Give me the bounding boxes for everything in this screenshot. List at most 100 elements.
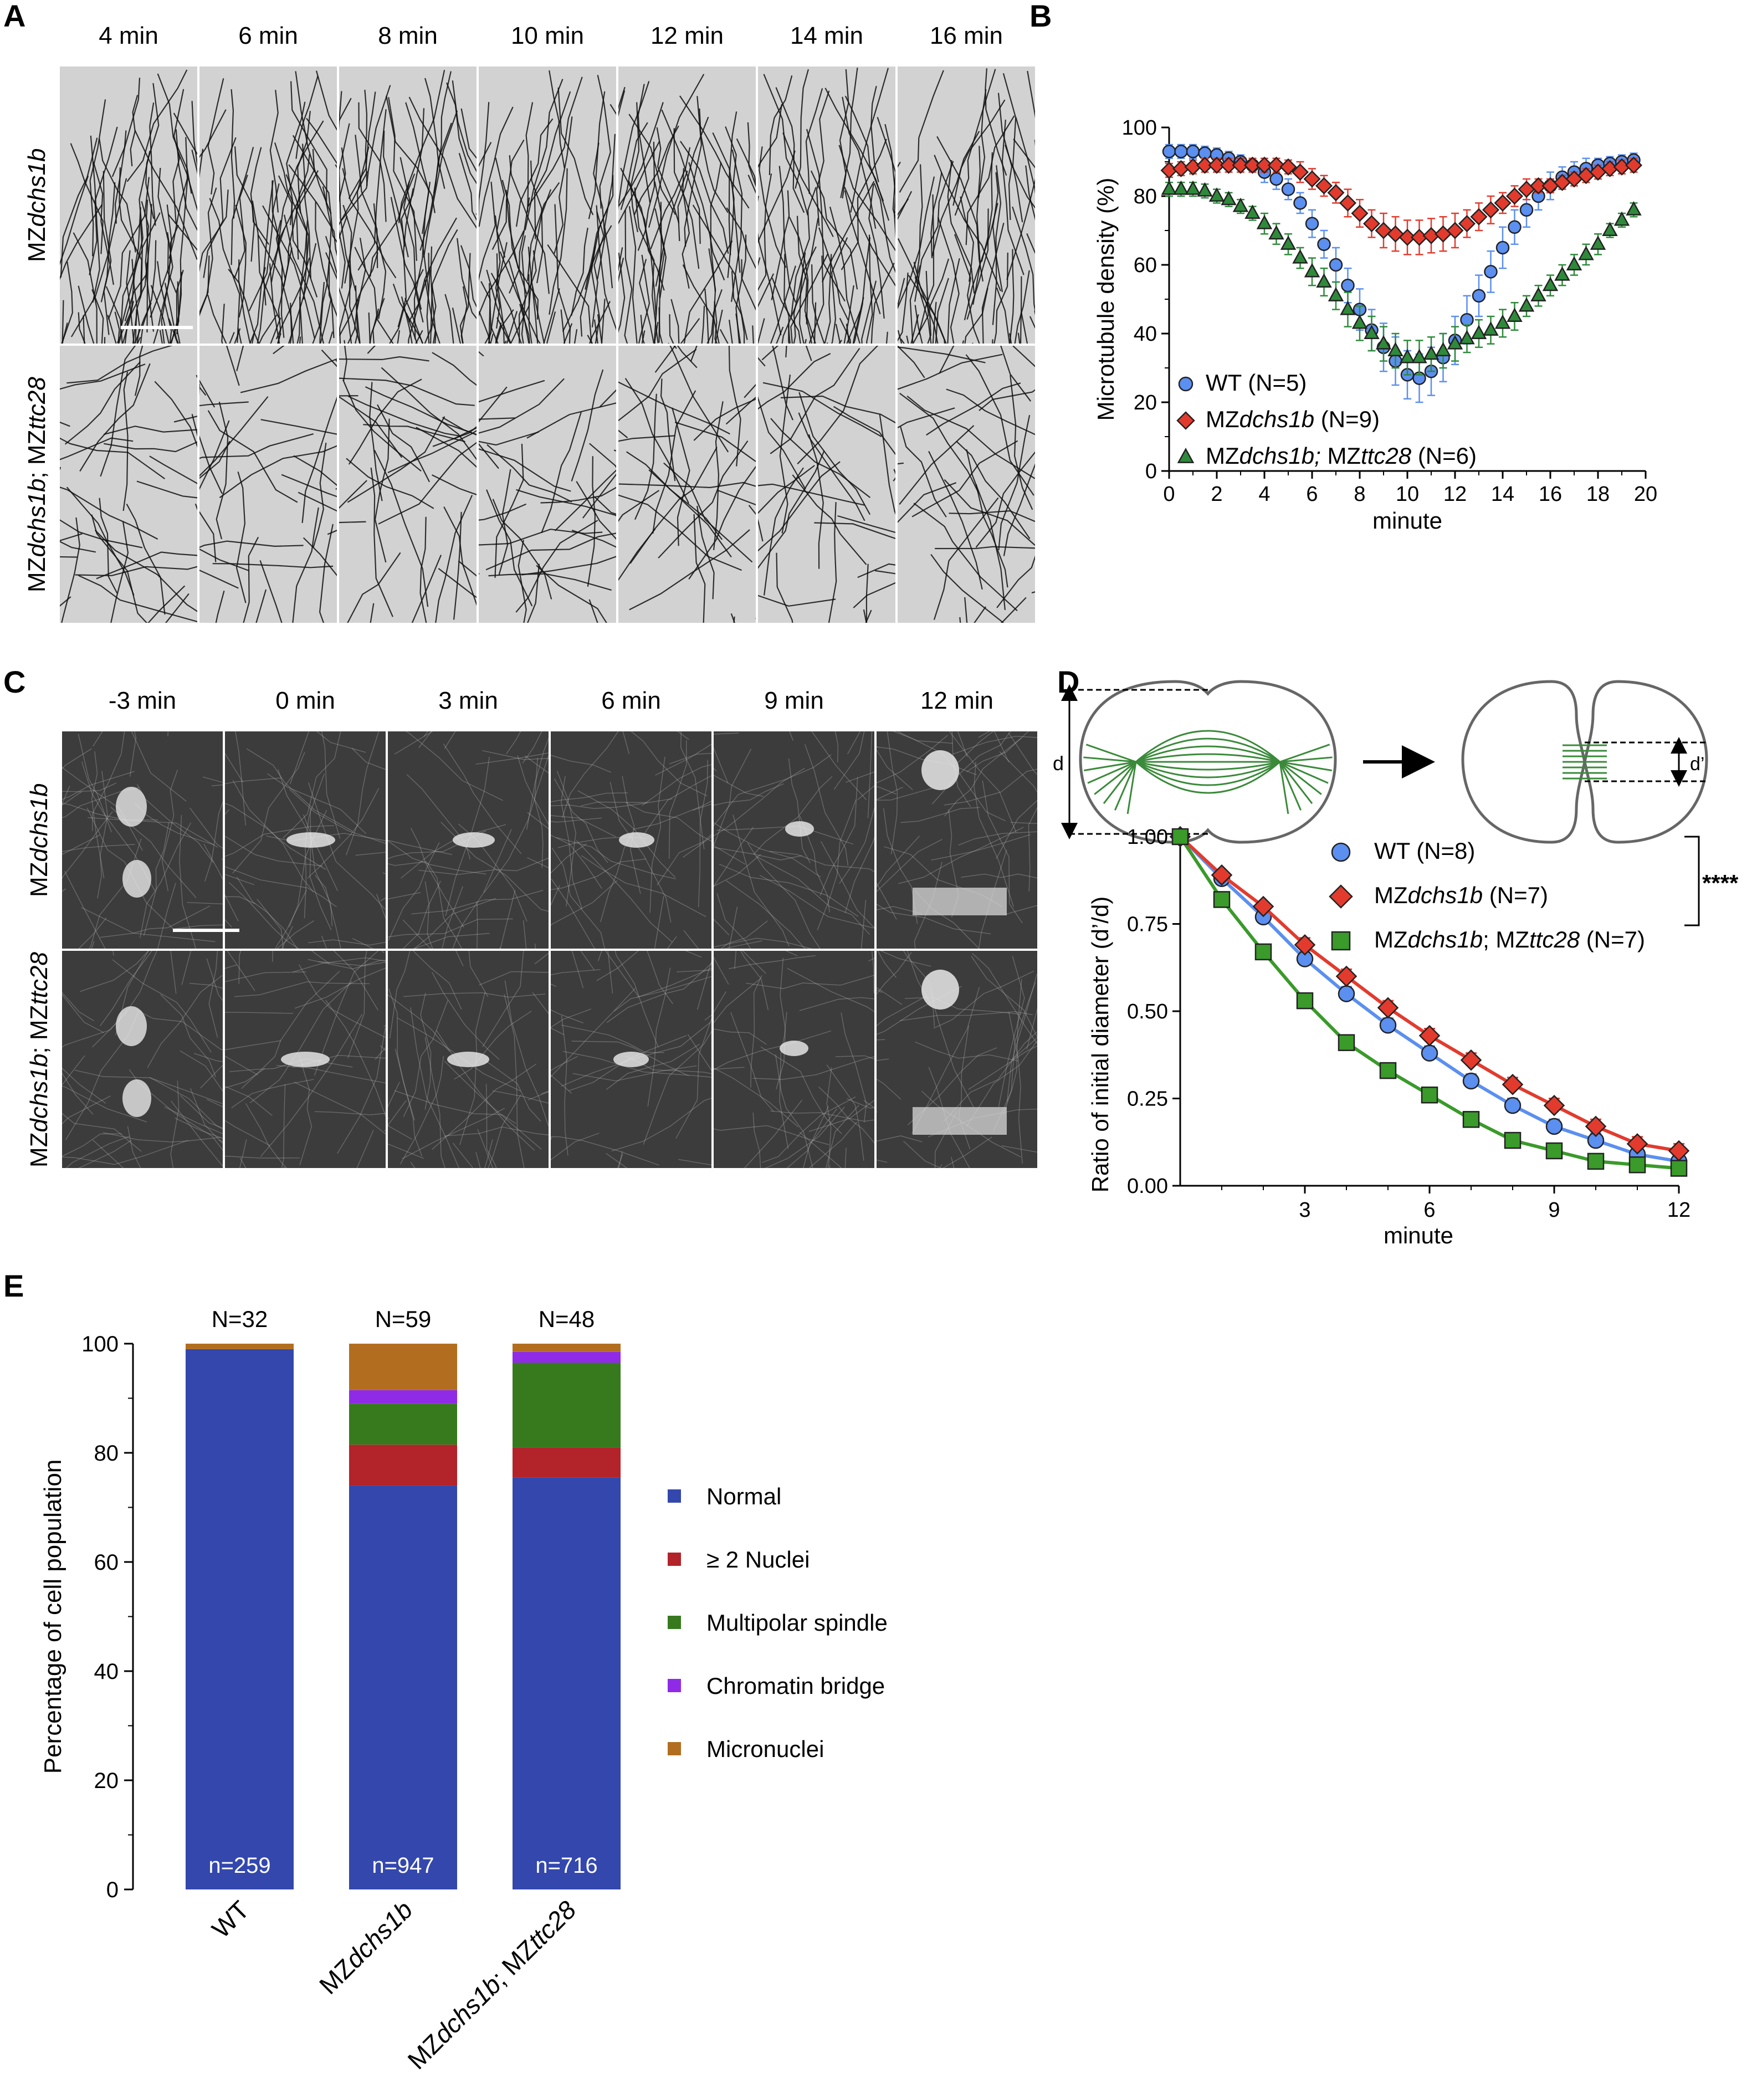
data-point xyxy=(1291,163,1309,181)
x-tick-label: MZdchs1b xyxy=(314,1895,418,2000)
chromosome-blob xyxy=(921,750,959,790)
significance-bracket xyxy=(1684,836,1700,926)
x-tick-label: 9 xyxy=(1548,1198,1560,1222)
series-0 xyxy=(1171,828,1688,1170)
data-point xyxy=(1293,196,1307,210)
micrograph-tile xyxy=(62,731,223,949)
aster-fiber xyxy=(1114,761,1137,811)
micrograph-tile xyxy=(60,346,197,623)
aster-fiber xyxy=(1084,761,1136,771)
bar-segment xyxy=(349,1344,457,1390)
data-point xyxy=(1519,203,1534,217)
aster-fiber xyxy=(1094,761,1136,795)
bar-segment xyxy=(349,1486,457,1889)
y-tick-label: 0.50 xyxy=(1127,1000,1168,1023)
x-axis-label: minute xyxy=(1384,1222,1453,1248)
micrograph-tile xyxy=(551,731,711,949)
micrograph-tile xyxy=(479,66,616,344)
x-tick-label: 8 xyxy=(1354,483,1365,506)
aster-fiber xyxy=(1279,761,1313,805)
label-d-prime: d’ xyxy=(1690,754,1704,775)
x-tick-label: 20 xyxy=(1634,483,1657,506)
data-point xyxy=(1471,325,1487,340)
time-label: 3 min xyxy=(438,687,498,714)
row-label-genotype: MZdchs1b xyxy=(25,783,53,897)
data-point xyxy=(1252,895,1274,918)
data-point xyxy=(1529,177,1548,194)
data-point xyxy=(1421,1086,1438,1104)
x-tick-label: 3 xyxy=(1299,1198,1310,1222)
data-point xyxy=(1545,1118,1563,1135)
aster-fiber xyxy=(1085,744,1136,763)
data-point xyxy=(1508,220,1522,234)
data-point xyxy=(1186,145,1200,158)
x-tick-label: MZdchs1b; MZttc28 xyxy=(402,1895,581,2075)
data-point xyxy=(1208,156,1226,174)
bar-segment xyxy=(513,1344,621,1352)
chromosome-blob xyxy=(619,832,654,848)
data-point xyxy=(1518,297,1535,312)
data-point xyxy=(1502,1074,1524,1095)
data-point xyxy=(1625,156,1643,174)
data-point xyxy=(1256,156,1273,174)
x-tick-label: 6 xyxy=(1423,1198,1435,1222)
micrograph-tile xyxy=(551,951,711,1168)
chromosome-blob xyxy=(281,1052,330,1067)
data-point xyxy=(1423,345,1440,360)
bar-segment xyxy=(186,1344,294,1349)
data-point xyxy=(1460,313,1474,327)
data-point xyxy=(1292,249,1308,264)
y-tick-label: 60 xyxy=(1134,254,1157,277)
x-tick-label: 0 xyxy=(1163,483,1175,506)
legend-label: WT (N=8) xyxy=(1374,838,1475,864)
data-point xyxy=(1279,158,1297,176)
micrograph-tile xyxy=(388,951,549,1168)
y-tick-label: 100 xyxy=(81,1332,119,1356)
data-point xyxy=(1460,1049,1482,1071)
chromosome-blob xyxy=(785,821,814,837)
cell-outline xyxy=(1079,680,1337,844)
legend-swatch xyxy=(668,1489,681,1503)
data-point xyxy=(1256,214,1273,229)
x-tick-label: 4 xyxy=(1258,483,1270,506)
data-point xyxy=(1315,177,1333,194)
chromosome-blob xyxy=(122,860,151,898)
data-point xyxy=(1338,1034,1355,1051)
legend-label: Chromatin bridge xyxy=(706,1673,885,1699)
bar-count-label: n=259 xyxy=(208,1853,270,1878)
micrograph-grid xyxy=(62,731,1037,1168)
spindle-fiber xyxy=(1135,761,1280,771)
micrograph-tile xyxy=(714,951,874,1168)
data-point xyxy=(1340,300,1356,315)
data-point xyxy=(1458,215,1476,233)
y-tick-label: 40 xyxy=(94,1659,119,1684)
data-point xyxy=(1244,204,1261,219)
y-tick-label: 40 xyxy=(1134,322,1157,346)
panel-letter-a: A xyxy=(3,0,26,33)
bar-top-label: N=59 xyxy=(375,1306,432,1332)
bar-count-label: n=716 xyxy=(535,1853,597,1878)
x-tick-label: 2 xyxy=(1211,483,1222,506)
chromosome-blob xyxy=(116,787,147,827)
legend-label: ≥ 2 Nuclei xyxy=(706,1546,810,1573)
chromosome-blob xyxy=(122,1079,151,1117)
micrograph-tile xyxy=(758,346,895,623)
data-point xyxy=(1435,342,1451,357)
legend-label: WT (N=5) xyxy=(1206,370,1307,396)
aster-fiber xyxy=(1126,761,1137,815)
legend-label: Multipolar spindle xyxy=(706,1610,888,1636)
micrograph-tile xyxy=(339,346,477,623)
series-2 xyxy=(1171,828,1688,1177)
data-point xyxy=(1399,349,1416,363)
aster-fiber xyxy=(1279,761,1322,795)
data-point xyxy=(1243,156,1262,174)
data-point xyxy=(1379,1016,1397,1034)
time-label: -3 min xyxy=(108,687,177,714)
micrograph-tile xyxy=(199,346,337,623)
aster-fiber xyxy=(1279,756,1333,763)
spindle-fiber xyxy=(1135,737,1280,763)
data-point xyxy=(1421,1044,1438,1062)
data-point xyxy=(1331,842,1351,862)
spindle-diagram: d xyxy=(1053,680,1337,844)
data-point xyxy=(1281,182,1295,196)
